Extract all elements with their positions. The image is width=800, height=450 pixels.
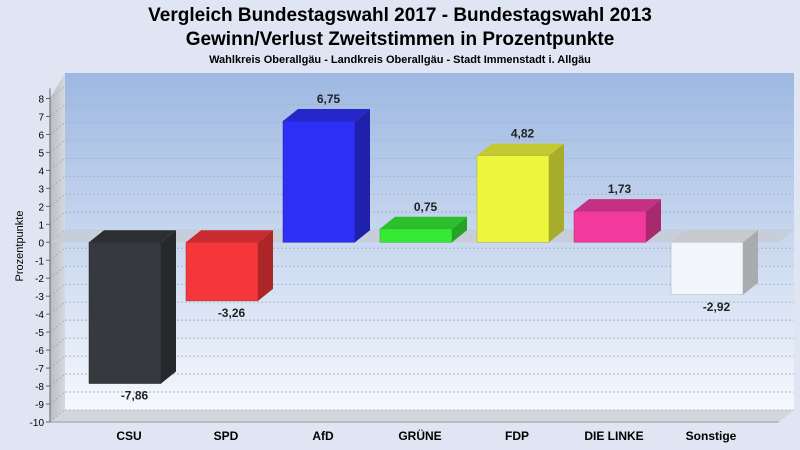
grid-line-side: [49, 355, 66, 369]
y-tick-label: -6: [35, 346, 44, 357]
bar-grüne: [379, 216, 467, 243]
value-label: 4,82: [511, 127, 535, 141]
grid-line-side: [49, 175, 66, 189]
chart-title-line2: Gewinn/Verlust Zweitstimmen in Prozentpu…: [185, 29, 615, 50]
grid-line-side: [49, 265, 66, 279]
y-tick-label: 1: [38, 220, 44, 231]
bar-fdp: [476, 143, 564, 243]
value-labels: -7,86 -3,26 6,75 0,75 4,82 1,73 -2,92: [121, 92, 731, 403]
value-label: -3,26: [218, 306, 246, 320]
bar-front: [670, 242, 744, 296]
chart-title-line1: Vergleich Bundestagswahl 2017 - Bundesta…: [148, 5, 652, 26]
bar-front: [476, 155, 550, 243]
y-axis-label: Prozentpunkte: [14, 211, 26, 282]
x-tick-label: FDP: [505, 429, 529, 443]
y-tick-label: -9: [35, 400, 44, 411]
y-tick-label: 3: [38, 184, 44, 195]
bar-afd: [282, 108, 370, 243]
bar-top: [574, 199, 661, 212]
grid-line-side: [49, 104, 66, 117]
y-tick-label: 2: [38, 202, 44, 213]
grid-line-side: [49, 122, 66, 135]
bar-front: [573, 210, 647, 243]
bar-top: [671, 230, 758, 243]
bar-front: [185, 242, 259, 302]
bar-side: [646, 199, 661, 243]
plot-floor: [50, 410, 794, 422]
grid-line-side: [49, 283, 66, 297]
grid-line-side: [49, 86, 66, 99]
grid-line-side: [49, 409, 66, 423]
x-tick-labels: CSU SPD AfD GRÜNE FDP DIE LINKE Sonstige: [116, 428, 736, 443]
bar-top: [89, 230, 176, 243]
x-tick-label: AfD: [312, 429, 334, 443]
bar-sonstige: [670, 230, 758, 296]
bar-die-linke: [573, 199, 661, 243]
x-tick-label: GRÜNE: [398, 428, 441, 443]
y-tick-label: -1: [35, 256, 44, 267]
plot-side-wall: [50, 73, 65, 422]
grid-line-side: [49, 391, 66, 405]
grid-line-side: [49, 211, 66, 225]
y-tick-label: 8: [38, 95, 44, 106]
y-tick-label: -5: [35, 328, 44, 339]
value-label: -2,92: [703, 300, 731, 314]
bar-front: [282, 120, 356, 243]
value-label: -7,86: [121, 389, 149, 403]
value-label: 6,75: [317, 92, 341, 106]
x-tick-label: SPD: [214, 429, 239, 443]
bar-side: [355, 108, 370, 243]
x-tick-label: Sonstige: [686, 429, 737, 443]
x-tick-label: DIE LINKE: [584, 429, 643, 443]
bar-csu: [88, 230, 176, 384]
bar-top: [380, 216, 467, 229]
grid-line-side: [49, 193, 66, 207]
y-tick-label: -2: [35, 274, 44, 285]
y-tick-label: -7: [35, 364, 44, 375]
grid-line-side: [49, 319, 66, 333]
bar-side: [549, 143, 564, 243]
bar-top: [477, 143, 564, 156]
x-tick-label: CSU: [116, 429, 141, 443]
bar-side: [161, 230, 176, 384]
bar-top: [186, 230, 273, 243]
bar-side: [452, 216, 467, 243]
bar-top: [283, 108, 370, 121]
y-tick-labels: 8 7 6 5 4 3 2 1 0 -1 -2 -3 -4 -5 -6 -7 -8 -9 -10: [30, 95, 50, 429]
y-tick-label: -10: [30, 418, 45, 429]
y-tick-label: -3: [35, 292, 44, 303]
bar-front: [88, 242, 162, 384]
bars: [88, 108, 758, 384]
y-tick-label: -8: [35, 382, 44, 393]
y-tick-label: -4: [35, 310, 44, 321]
bar-side: [258, 230, 273, 301]
y-tick-label: 0: [38, 238, 44, 249]
y-tick-label: 4: [38, 166, 44, 177]
grid-line-side: [49, 301, 66, 315]
bar-spd: [185, 230, 273, 302]
y-tick-label: 6: [38, 130, 44, 141]
grid-line-side: [49, 373, 66, 387]
value-label: 0,75: [414, 200, 438, 214]
value-label: 1,73: [608, 182, 632, 196]
bar-side: [743, 230, 758, 295]
grid-line-side: [49, 337, 66, 351]
grid-line-side: [49, 140, 66, 153]
y-tick-label: 5: [38, 148, 44, 159]
grid-line-side: [49, 157, 66, 171]
axes: [49, 88, 779, 423]
grid-line-side: [49, 247, 66, 261]
bar-front: [379, 228, 453, 243]
y-tick-label: 7: [38, 112, 44, 123]
chart-subtitle: Wahlkreis Oberallgäu - Landkreis Oberall…: [209, 54, 591, 66]
